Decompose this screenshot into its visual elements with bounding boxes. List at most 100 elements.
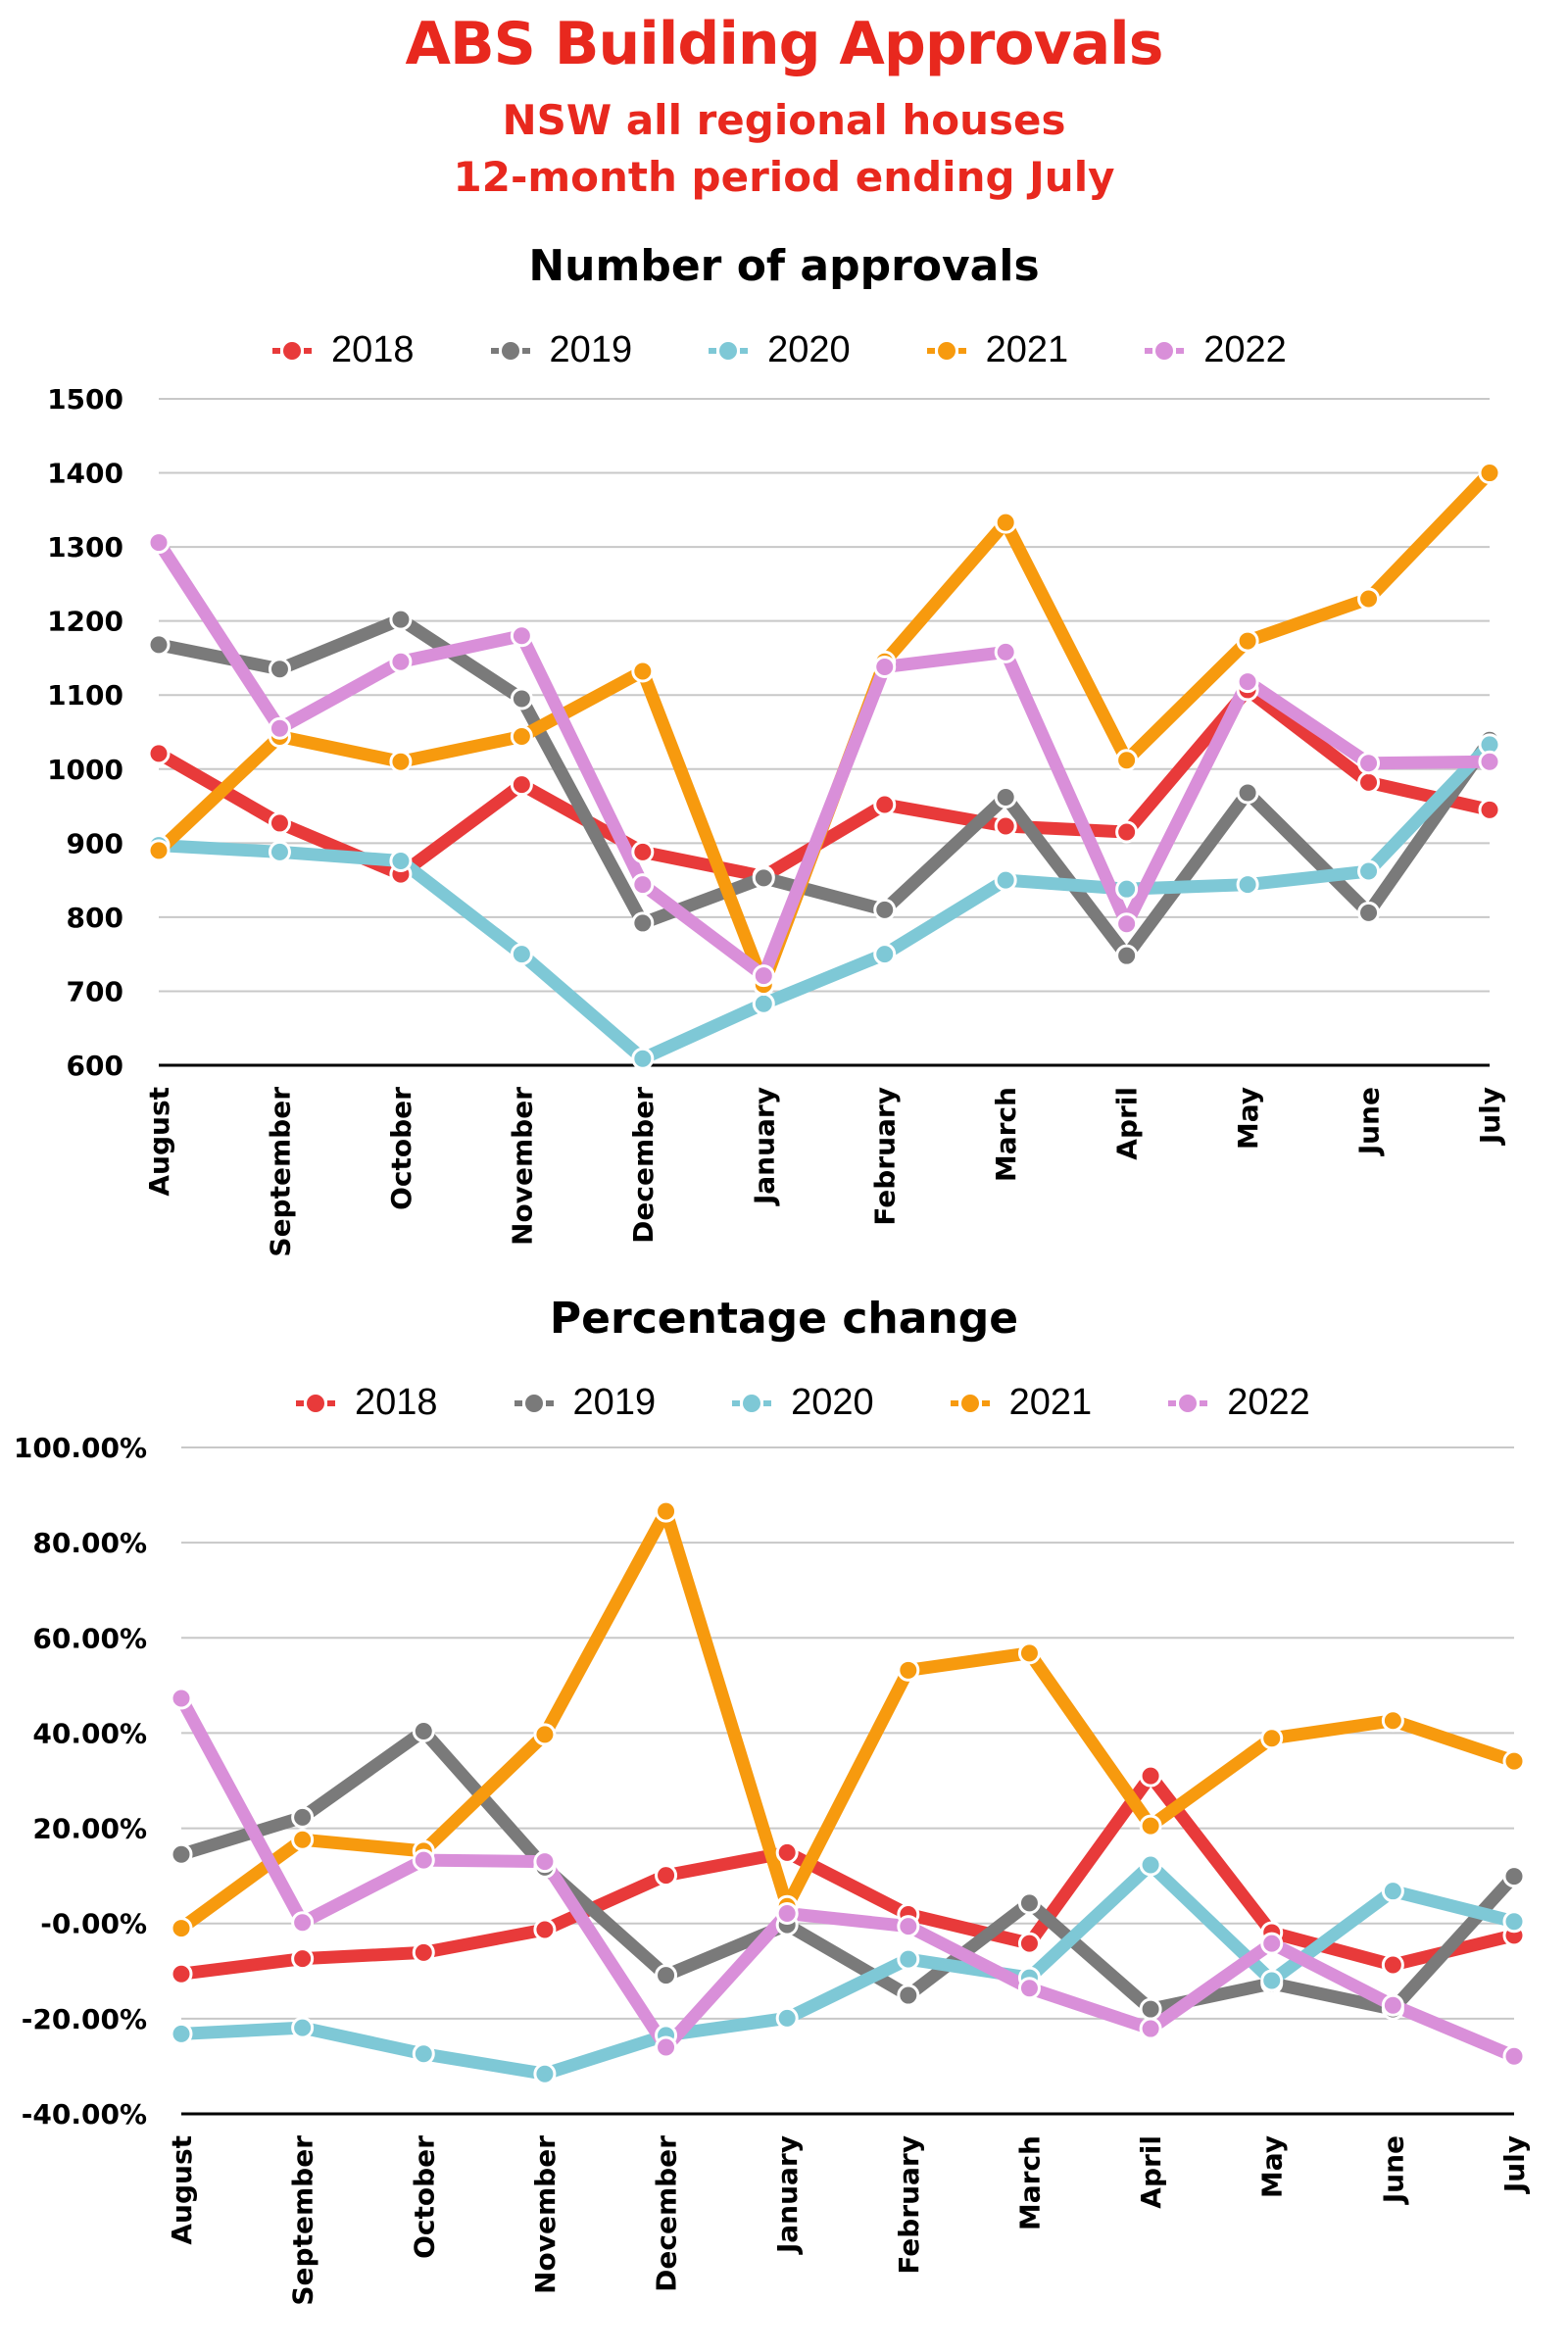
legend-item-2018: 2018 bbox=[296, 1382, 438, 1424]
data-point-2019 bbox=[1139, 1997, 1162, 2021]
legend-marker-icon bbox=[1168, 1394, 1208, 1413]
series-line-2021 bbox=[174, 1504, 1521, 1936]
data-point-2021 bbox=[1357, 587, 1381, 611]
y-tick-label: 600 bbox=[67, 1050, 123, 1082]
data-point-2018 bbox=[655, 1864, 678, 1887]
legend-marker-icon bbox=[950, 1394, 990, 1413]
data-point-2018 bbox=[1115, 820, 1139, 844]
data-point-2020 bbox=[775, 2006, 799, 2030]
main-title: ABS Building Approvals bbox=[405, 10, 1164, 78]
x-tick-label: May bbox=[1256, 2135, 1289, 2198]
data-point-2022 bbox=[1357, 752, 1381, 775]
data-point-2021 bbox=[631, 660, 655, 683]
x-tick-label: February bbox=[893, 2135, 925, 2275]
legend-item-2022: 2022 bbox=[1168, 1382, 1310, 1424]
x-tick-label: April bbox=[1111, 1087, 1144, 1160]
data-point-2021 bbox=[1115, 749, 1139, 772]
data-point-2019 bbox=[389, 608, 413, 631]
data-point-2020 bbox=[1115, 877, 1139, 901]
x-tick-label: September bbox=[287, 2135, 319, 2306]
data-point-2019 bbox=[268, 658, 291, 681]
y-tick-label: 1300 bbox=[47, 531, 123, 564]
y-tick-label: 800 bbox=[67, 902, 123, 934]
data-point-2022 bbox=[533, 1850, 557, 1874]
data-point-2018 bbox=[1017, 1932, 1041, 1955]
data-point-2021 bbox=[1236, 629, 1259, 653]
data-point-2020 bbox=[994, 868, 1017, 892]
data-point-2022 bbox=[775, 1902, 799, 1926]
legend-label: 2021 bbox=[1008, 1382, 1093, 1423]
data-point-2019 bbox=[994, 785, 1017, 808]
y-tick-label: 1100 bbox=[47, 679, 123, 711]
data-point-2022 bbox=[1478, 750, 1501, 773]
data-point-2021 bbox=[510, 725, 533, 749]
data-point-2022 bbox=[268, 716, 291, 740]
data-point-2018 bbox=[412, 1940, 435, 1964]
y-tick-label: 900 bbox=[67, 827, 123, 859]
y-tick-label: 1400 bbox=[47, 458, 123, 490]
data-point-2019 bbox=[291, 1805, 315, 1829]
y-tick-label: 1500 bbox=[47, 383, 123, 416]
data-point-2022 bbox=[1139, 2017, 1162, 2040]
legend-item-2021: 2021 bbox=[926, 329, 1068, 371]
y-tick-label: -20.00% bbox=[22, 2003, 147, 2035]
data-point-2021 bbox=[147, 839, 171, 862]
data-point-2018 bbox=[170, 1962, 193, 1985]
x-tick-label: June bbox=[1353, 1087, 1386, 1156]
data-point-2018 bbox=[631, 840, 655, 863]
data-point-2020 bbox=[389, 849, 413, 872]
data-point-2022 bbox=[1502, 2044, 1526, 2068]
data-point-2020 bbox=[631, 1047, 655, 1070]
series-line-2019 bbox=[174, 1724, 1521, 2016]
data-point-2022 bbox=[170, 1687, 193, 1710]
data-point-2019 bbox=[752, 866, 775, 890]
data-point-2020 bbox=[873, 943, 897, 966]
legend-label: 2022 bbox=[1227, 1382, 1310, 1423]
data-point-2018 bbox=[1139, 1764, 1162, 1788]
legend-marker-icon bbox=[296, 1394, 335, 1413]
x-tick-label: February bbox=[869, 1087, 902, 1226]
data-point-2020 bbox=[170, 2022, 193, 2045]
data-point-2020 bbox=[1381, 1880, 1404, 1903]
legend-item-2021: 2021 bbox=[950, 1382, 1093, 1424]
data-point-2022 bbox=[752, 964, 775, 988]
legend-label: 2019 bbox=[549, 329, 633, 370]
data-point-2020 bbox=[268, 840, 291, 863]
data-point-2020 bbox=[1502, 1910, 1526, 1934]
data-point-2022 bbox=[412, 1848, 435, 1872]
data-point-2020 bbox=[412, 2042, 435, 2066]
legend-label: 2020 bbox=[791, 1382, 874, 1423]
data-point-2022 bbox=[631, 873, 655, 897]
x-tick-label: June bbox=[1377, 2135, 1409, 2205]
data-point-2020 bbox=[533, 2062, 557, 2085]
data-point-2022 bbox=[1381, 1993, 1404, 2017]
legend-marker-icon bbox=[272, 341, 312, 361]
data-point-2019 bbox=[412, 1719, 435, 1742]
legend-marker-icon bbox=[490, 341, 530, 361]
data-point-2019 bbox=[170, 1842, 193, 1866]
y-tick-label: -40.00% bbox=[22, 2098, 147, 2131]
data-point-2021 bbox=[291, 1828, 315, 1851]
x-tick-label: August bbox=[143, 1087, 175, 1197]
chart-title-percentage: Percentage change bbox=[549, 1294, 1019, 1344]
y-tick-label: -0.00% bbox=[40, 1908, 147, 1940]
data-point-2021 bbox=[1502, 1749, 1526, 1773]
data-point-2022 bbox=[389, 650, 413, 673]
y-tick-label: 40.00% bbox=[32, 1717, 147, 1749]
legend-item-2018: 2018 bbox=[272, 329, 415, 371]
legend-item-2020: 2020 bbox=[732, 1382, 874, 1424]
data-point-2021 bbox=[655, 1499, 678, 1523]
data-point-2022 bbox=[873, 656, 897, 679]
x-tick-label: November bbox=[506, 1087, 538, 1246]
legend-label: 2019 bbox=[572, 1382, 657, 1423]
x-tick-label: October bbox=[408, 2135, 440, 2259]
legend-marker-icon bbox=[709, 341, 749, 361]
series-line-2022 bbox=[174, 1691, 1521, 2063]
data-point-2022 bbox=[655, 2035, 678, 2059]
legend-label: 2018 bbox=[331, 329, 415, 370]
series-line-2020 bbox=[152, 738, 1496, 1065]
subtitle-period: 12-month period ending July bbox=[453, 153, 1115, 201]
data-point-2021 bbox=[1139, 1814, 1162, 1838]
data-point-2020 bbox=[1357, 859, 1381, 883]
